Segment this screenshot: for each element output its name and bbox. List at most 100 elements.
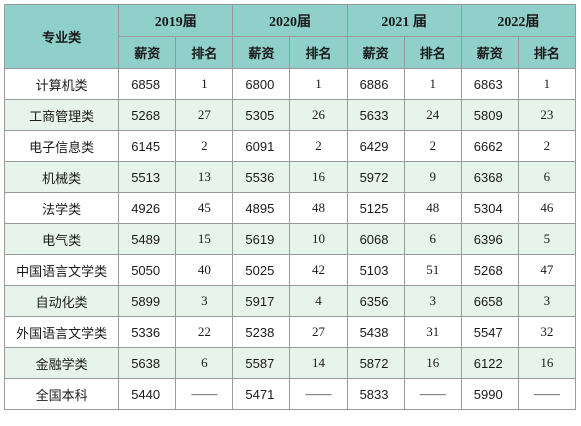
salary-cell: 5268 [118, 99, 177, 131]
table-row: 法学类 4926 45 4895 48 5125 48 5304 46 [3, 192, 577, 224]
rank-cell: 14 [289, 347, 348, 379]
rank-cell: 13 [175, 161, 234, 193]
rank-header: 排名 [289, 36, 348, 69]
rank-cell: 27 [289, 316, 348, 348]
salary-cell: 6658 [460, 285, 519, 317]
table-row: 全国本科 5440 —— 5471 —— 5833 —— 5990 —— [3, 378, 577, 410]
rank-cell: 45 [175, 192, 234, 224]
rank-cell: 1 [175, 68, 234, 100]
rank-cell: 2 [175, 130, 234, 162]
rank-cell: 47 [517, 254, 577, 286]
year-header: 2022届 [460, 4, 577, 37]
salary-cell: 5917 [232, 285, 291, 317]
rank-cell: 2 [517, 130, 577, 162]
major-cell: 计算机类 [3, 68, 120, 100]
salary-cell: 5025 [232, 254, 291, 286]
rank-cell: —— [403, 378, 462, 410]
salary-cell: 6858 [118, 68, 177, 100]
rank-cell: 27 [175, 99, 234, 131]
rank-header: 排名 [175, 36, 234, 69]
rank-cell: 3 [517, 285, 577, 317]
salary-cell: 5633 [346, 99, 405, 131]
rank-cell: 40 [175, 254, 234, 286]
rank-cell: 2 [289, 130, 348, 162]
salary-cell: 5587 [232, 347, 291, 379]
salary-cell: 5547 [460, 316, 519, 348]
rank-cell: 1 [403, 68, 462, 100]
salary-cell: 5103 [346, 254, 405, 286]
rank-cell: 42 [289, 254, 348, 286]
rank-cell: 46 [517, 192, 577, 224]
salary-ranking-table: 专业类 2019届 2020届 2021 届 2022届 薪资 排名 薪资 排名… [3, 4, 577, 410]
rank-cell: 26 [289, 99, 348, 131]
table-row: 计算机类 6858 1 6800 1 6886 1 6863 1 [3, 68, 577, 100]
salary-header: 薪资 [118, 36, 177, 69]
salary-cell: 5489 [118, 223, 177, 255]
rank-cell: —— [175, 378, 234, 410]
major-cell: 自动化类 [3, 285, 120, 317]
major-cell: 工商管理类 [3, 99, 120, 131]
major-cell: 法学类 [3, 192, 120, 224]
major-cell: 金融学类 [3, 347, 120, 379]
rank-header: 排名 [403, 36, 462, 69]
table-row: 金融学类 5638 6 5587 14 5872 16 6122 16 [3, 347, 577, 379]
rank-cell: 24 [403, 99, 462, 131]
salary-cell: 6068 [346, 223, 405, 255]
salary-cell: 5238 [232, 316, 291, 348]
salary-cell: 6356 [346, 285, 405, 317]
salary-cell: 5513 [118, 161, 177, 193]
salary-header: 薪资 [232, 36, 291, 69]
rank-header: 排名 [517, 36, 577, 69]
rank-cell: 6 [175, 347, 234, 379]
rank-cell: 15 [175, 223, 234, 255]
salary-cell: 5438 [346, 316, 405, 348]
table-row: 外国语言文学类 5336 22 5238 27 5438 31 5547 32 [3, 316, 577, 348]
major-cell: 中国语言文学类 [3, 254, 120, 286]
salary-cell: 6662 [460, 130, 519, 162]
rank-cell: 1 [517, 68, 577, 100]
salary-cell: 5536 [232, 161, 291, 193]
salary-cell: 6429 [346, 130, 405, 162]
salary-cell: 5336 [118, 316, 177, 348]
rank-cell: 3 [175, 285, 234, 317]
salary-cell: 5440 [118, 378, 177, 410]
rank-cell: 16 [289, 161, 348, 193]
salary-cell: 5050 [118, 254, 177, 286]
category-header: 专业类 [3, 4, 120, 69]
header-row-years: 专业类 2019届 2020届 2021 届 2022届 [3, 4, 577, 69]
rank-cell: 9 [403, 161, 462, 193]
salary-cell: 6368 [460, 161, 519, 193]
rank-cell: 4 [289, 285, 348, 317]
salary-cell: 5833 [346, 378, 405, 410]
salary-cell: 6145 [118, 130, 177, 162]
rank-cell: 51 [403, 254, 462, 286]
rank-cell: 6 [403, 223, 462, 255]
table-row: 机械类 5513 13 5536 16 5972 9 6368 6 [3, 161, 577, 193]
salary-cell: 5872 [346, 347, 405, 379]
table-row: 电气类 5489 15 5619 10 6068 6 6396 5 [3, 223, 577, 255]
salary-cell: 5268 [460, 254, 519, 286]
major-cell: 机械类 [3, 161, 120, 193]
salary-cell: 5990 [460, 378, 519, 410]
table-row: 自动化类 5899 3 5917 4 6356 3 6658 3 [3, 285, 577, 317]
major-cell: 电子信息类 [3, 130, 120, 162]
salary-cell: 6886 [346, 68, 405, 100]
rank-cell: 22 [175, 316, 234, 348]
year-header: 2020届 [232, 4, 348, 37]
rank-cell: 2 [403, 130, 462, 162]
salary-cell: 5304 [460, 192, 519, 224]
salary-cell: 4926 [118, 192, 177, 224]
rank-cell: 16 [403, 347, 462, 379]
rank-cell: —— [289, 378, 348, 410]
year-header: 2019届 [118, 4, 234, 37]
rank-cell: 32 [517, 316, 577, 348]
rank-cell: 6 [517, 161, 577, 193]
rank-cell: 3 [403, 285, 462, 317]
rank-cell: 31 [403, 316, 462, 348]
rank-cell: 48 [403, 192, 462, 224]
rank-cell: 16 [517, 347, 577, 379]
salary-cell: 5638 [118, 347, 177, 379]
rank-cell: 23 [517, 99, 577, 131]
major-cell: 外国语言文学类 [3, 316, 120, 348]
header-row-subcolumns: 薪资 排名 薪资 排名 薪资 排名 薪资 排名 [5, 36, 577, 69]
